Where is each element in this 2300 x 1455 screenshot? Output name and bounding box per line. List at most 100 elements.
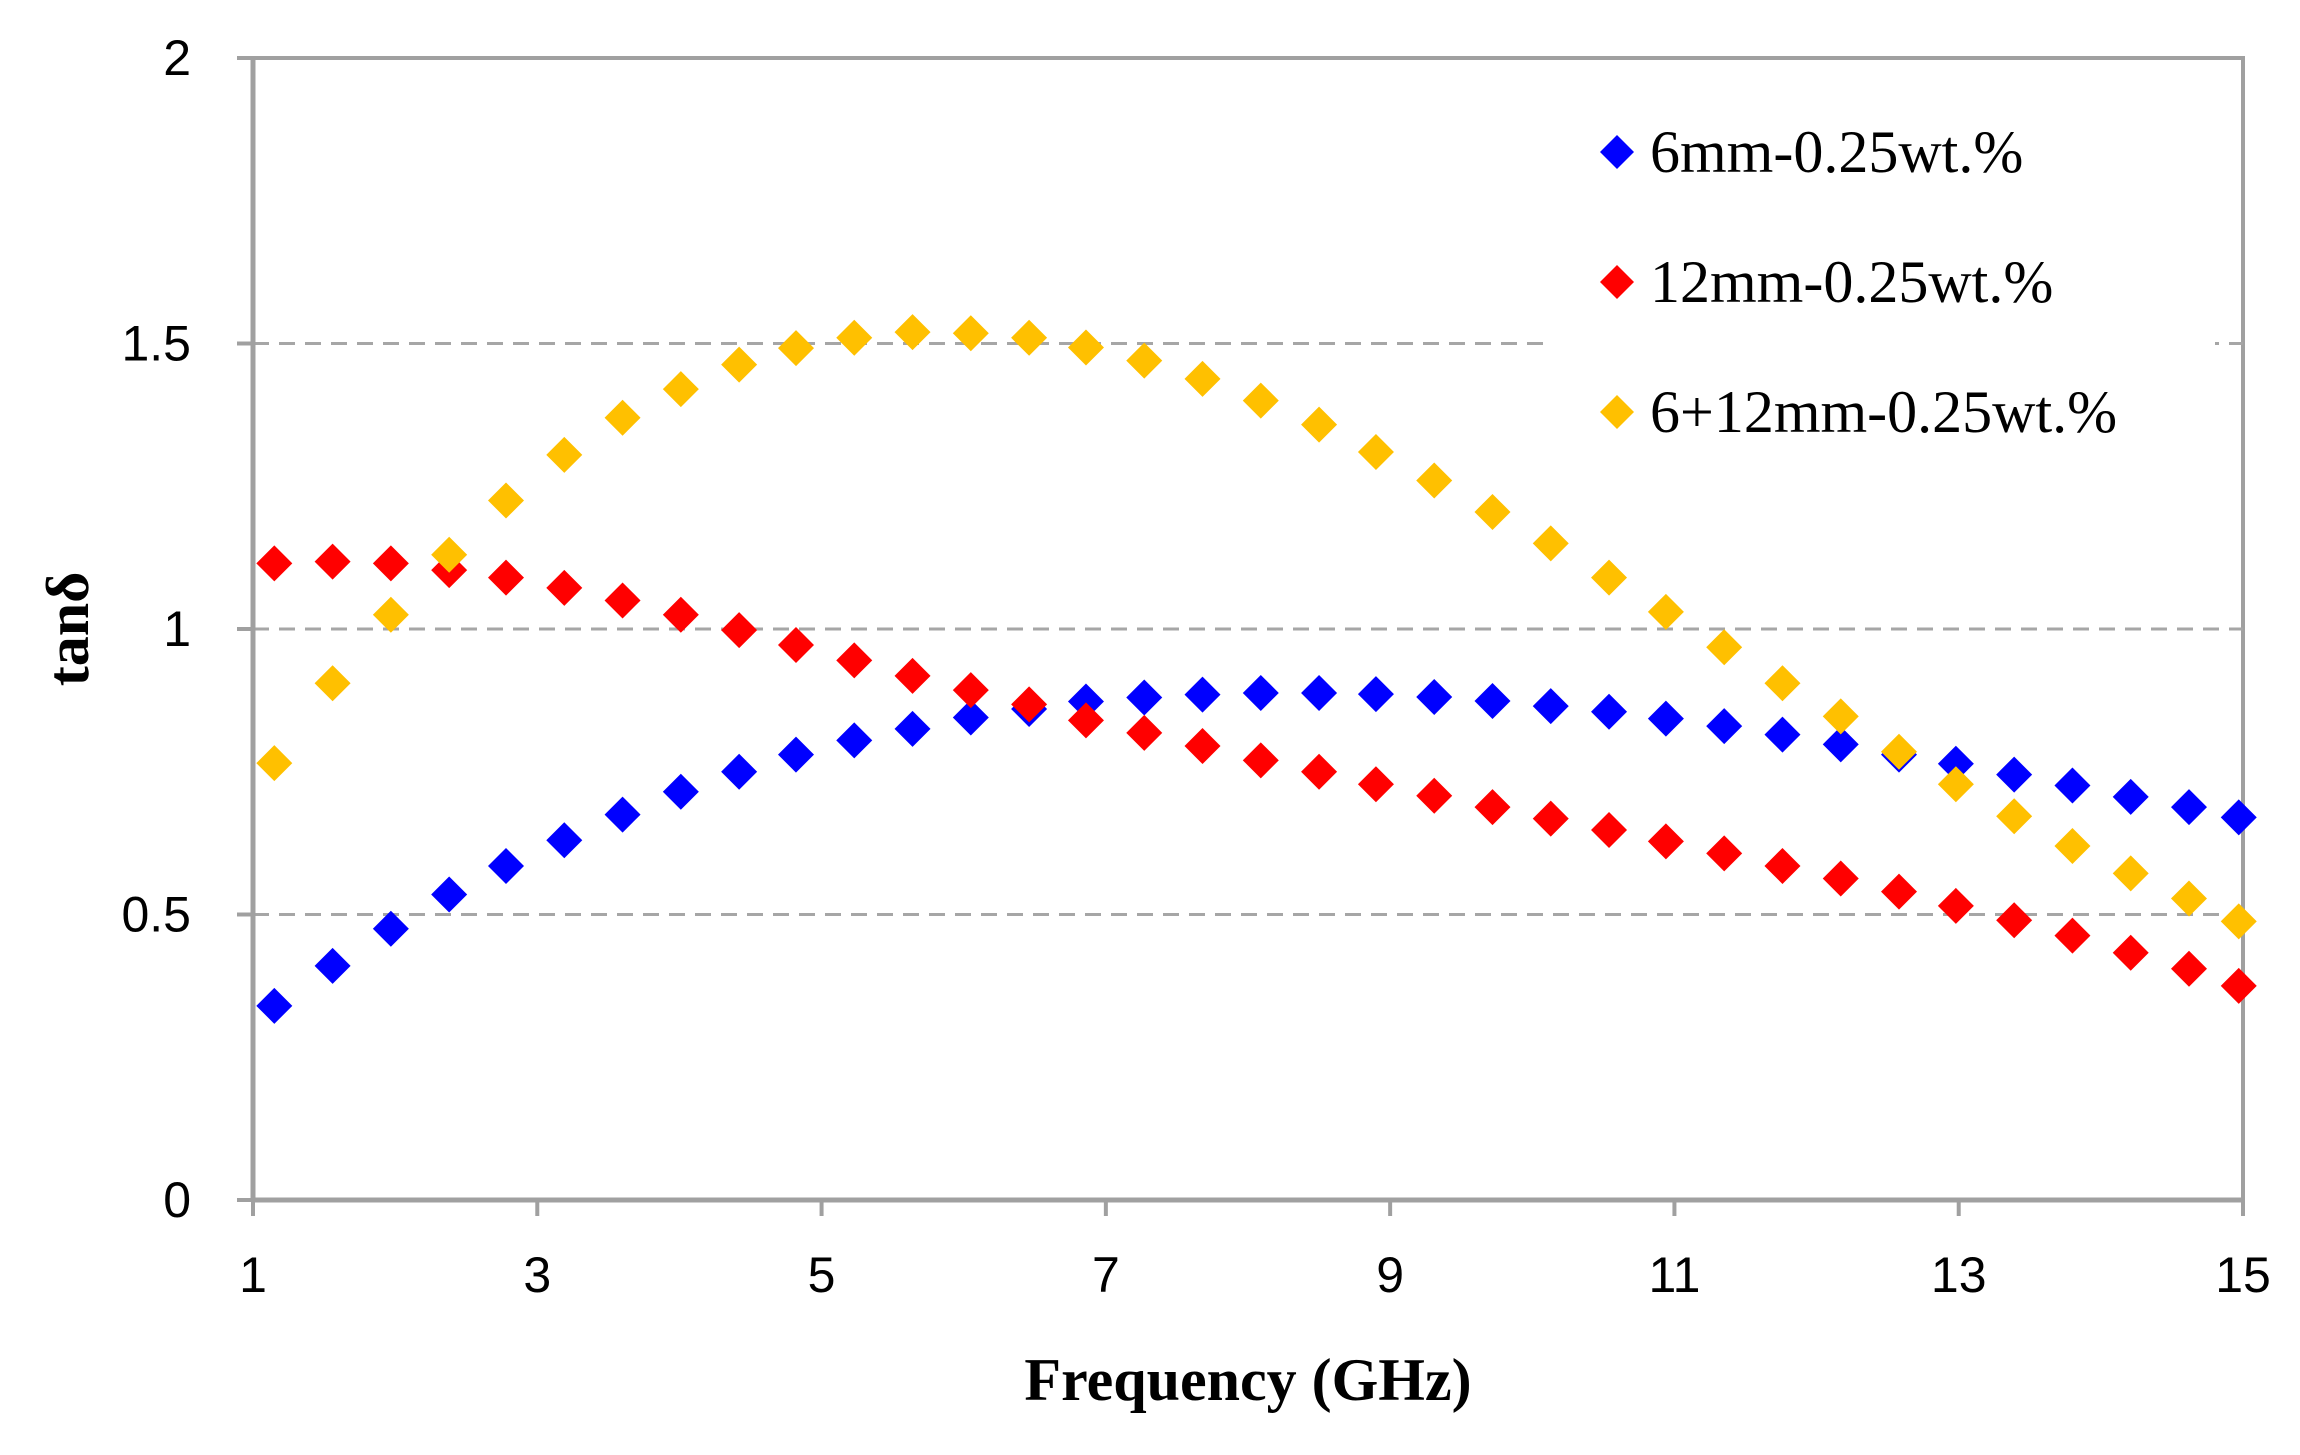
data-point — [1126, 679, 1163, 716]
data-point — [1184, 728, 1221, 765]
data-point — [1416, 462, 1453, 499]
data-point — [777, 626, 814, 663]
data-point — [952, 672, 989, 709]
data-point — [721, 753, 758, 790]
data-point — [604, 796, 641, 833]
data-point — [1881, 873, 1918, 910]
data-point — [546, 436, 583, 473]
data-point — [721, 346, 758, 383]
data-point — [1822, 698, 1859, 735]
data-point — [894, 314, 931, 351]
data-point — [488, 559, 525, 596]
legend-background — [1545, 85, 2215, 485]
data-point — [1474, 682, 1511, 719]
data-point — [256, 987, 293, 1024]
data-point — [894, 710, 931, 747]
y-axis-title: tanδ — [35, 572, 101, 687]
data-point — [314, 543, 351, 580]
data-point — [1822, 860, 1859, 897]
y-tick-label: 1 — [163, 601, 191, 657]
data-point — [1591, 811, 1628, 848]
data-point — [1591, 559, 1628, 596]
data-point — [431, 536, 468, 573]
data-point — [1764, 847, 1801, 884]
data-point — [488, 482, 525, 519]
data-point — [1357, 433, 1394, 470]
x-tick-label: 5 — [808, 1247, 836, 1303]
data-point — [1647, 700, 1684, 737]
data-point — [1126, 342, 1163, 379]
series-3 — [256, 314, 2257, 940]
data-point — [1301, 753, 1338, 790]
data-point — [1416, 678, 1453, 715]
data-point — [488, 847, 525, 884]
data-point — [1474, 493, 1511, 530]
x-axis-title: Frequency (GHz) — [1024, 1347, 1471, 1413]
data-point — [721, 612, 758, 649]
legend: 6mm-0.25wt.% 12mm-0.25wt.% 6+12mm-0.25wt.% — [1545, 85, 2215, 485]
data-point — [372, 596, 409, 633]
data-point — [546, 569, 583, 606]
data-point — [894, 657, 931, 694]
data-point — [1474, 789, 1511, 826]
data-point — [1532, 525, 1569, 562]
x-tick-label: 15 — [2215, 1247, 2271, 1303]
data-point — [836, 722, 873, 759]
data-point — [1126, 714, 1163, 751]
data-point — [1067, 329, 1104, 366]
data-point — [2220, 967, 2257, 1004]
x-tick-label: 3 — [523, 1247, 551, 1303]
data-point — [256, 545, 293, 582]
data-point — [1532, 800, 1569, 837]
y-tick-label: 1.5 — [121, 316, 191, 372]
data-point — [952, 315, 989, 352]
data-point — [662, 371, 699, 408]
data-point — [1647, 593, 1684, 630]
data-point — [256, 745, 293, 782]
data-point — [1357, 676, 1394, 713]
series-1 — [256, 674, 2257, 1024]
data-point — [1937, 887, 1974, 924]
data-point — [1067, 702, 1104, 739]
data-point — [2170, 880, 2207, 917]
data-point — [1011, 319, 1048, 356]
x-axis-ticks: 1 3 5 7 9 11 13 15 — [239, 1200, 2271, 1303]
data-point — [836, 642, 873, 679]
y-tick-label: 0.5 — [121, 887, 191, 943]
x-tick-label: 11 — [1648, 1247, 1700, 1303]
x-tick-label: 7 — [1092, 1247, 1120, 1303]
y-axis-ticks: 0 0.5 1 1.5 2 — [121, 30, 253, 1228]
data-point — [1996, 756, 2033, 793]
data-point — [1706, 708, 1743, 745]
data-point — [1242, 674, 1279, 711]
legend-label: 12mm-0.25wt.% — [1650, 249, 2053, 315]
data-point — [1184, 676, 1221, 713]
data-point — [1937, 766, 1974, 803]
data-point — [1881, 733, 1918, 770]
data-point — [1647, 823, 1684, 860]
data-point — [662, 773, 699, 810]
legend-marker — [1600, 265, 1634, 299]
data-point — [662, 596, 699, 633]
data-point — [2112, 934, 2149, 971]
data-point — [1996, 798, 2033, 835]
data-point — [431, 876, 468, 913]
grid-lines — [253, 342, 2243, 916]
y-tick-label: 2 — [163, 30, 191, 86]
data-point — [1067, 683, 1104, 720]
data-point — [1937, 745, 1974, 782]
x-tick-label: 1 — [239, 1247, 267, 1303]
data-point — [1996, 902, 2033, 939]
x-tick-label: 9 — [1376, 1247, 1404, 1303]
data-point — [1764, 716, 1801, 753]
legend-marker — [1600, 135, 1634, 169]
legend-marker — [1600, 395, 1634, 429]
data-point — [2054, 827, 2091, 864]
data-point — [777, 736, 814, 773]
y-tick-label: 0 — [163, 1172, 191, 1228]
data-point — [1242, 742, 1279, 779]
data-point — [836, 319, 873, 356]
data-point — [546, 822, 583, 859]
data-point — [372, 545, 409, 582]
